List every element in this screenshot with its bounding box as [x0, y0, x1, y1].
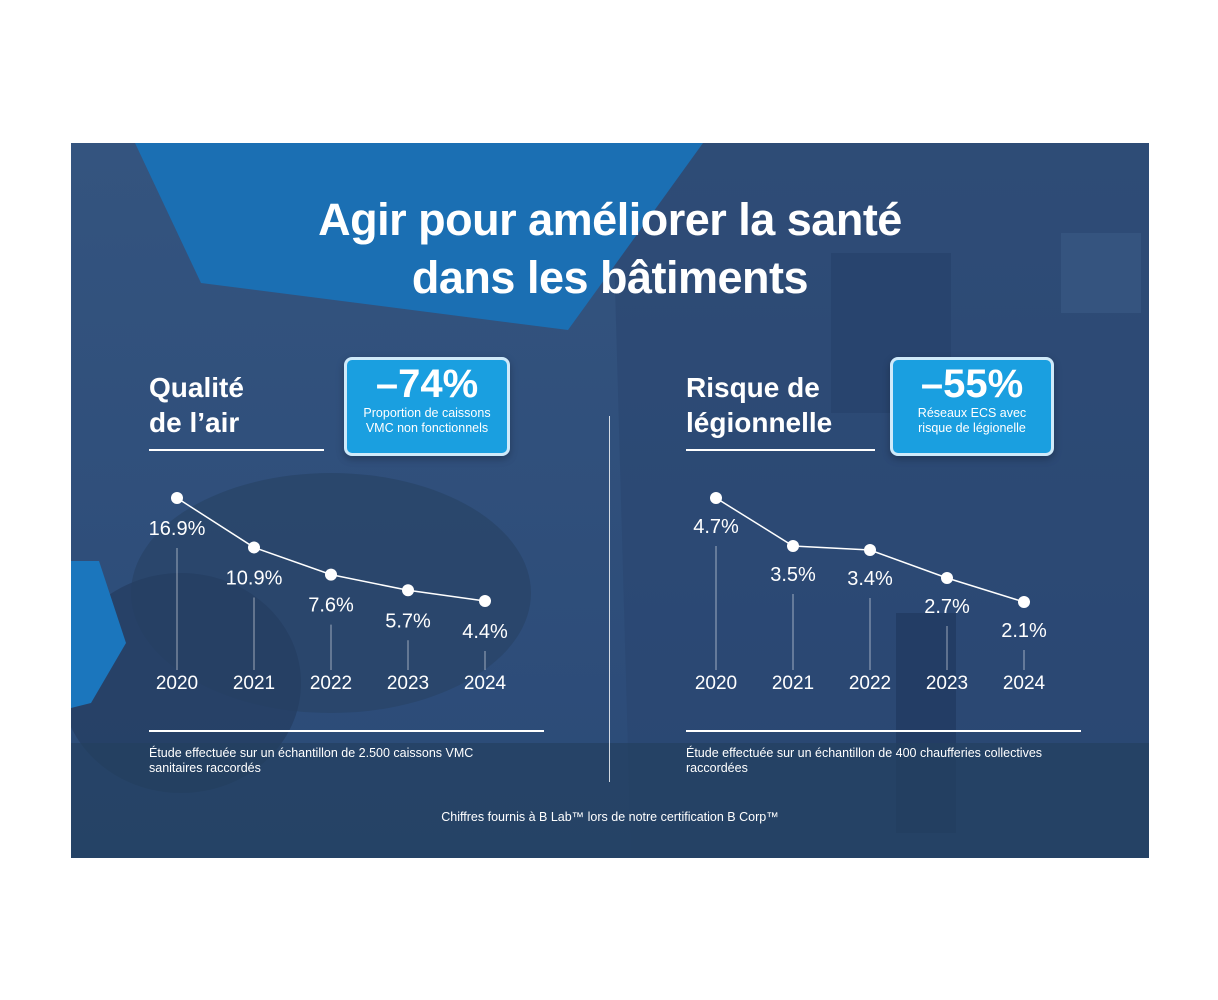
- page-title-line1: Agir pour améliorer la santé: [318, 194, 902, 245]
- legionella-study-note: Étude effectuée sur un échantillon de 40…: [686, 746, 1042, 776]
- data-label-2020: 16.9%: [149, 518, 206, 540]
- footer-note: Chiffres fournis à B Lab™ lors de notre …: [441, 810, 779, 824]
- legionella-badge-desc-line1: Réseaux ECS avec: [917, 406, 1027, 420]
- air-section-title-line1: Qualité: [149, 372, 244, 403]
- legionella-badge: –55% Réseaux ECS avec risque de légionel…: [890, 357, 1054, 456]
- data-point-2023: [941, 572, 953, 584]
- data-label-2024: 2.1%: [1001, 620, 1047, 642]
- legionella-badge-value: –55%: [920, 362, 1024, 406]
- x-tick-label-2021: 2021: [233, 673, 275, 694]
- legionella-section-title-line1: Risque de: [686, 372, 820, 403]
- data-point-2020: [171, 492, 183, 504]
- charts-layer: 16.9% 2020 10.9% 2021 7.6% 2022 5.7% 2023 4.4% 20…: [149, 492, 1047, 694]
- air-note-divider: [149, 730, 544, 732]
- data-label-2021: 10.9%: [226, 567, 283, 589]
- legionella-study-note-line1: Étude effectuée sur un échantillon de 40…: [686, 746, 1043, 760]
- legionella-note-divider: [686, 730, 1081, 732]
- x-tick-label-2022: 2022: [310, 673, 352, 694]
- data-point-2021: [787, 540, 799, 552]
- legionella-chart: 4.7% 2020 3.5% 2021 3.4% 2022 2.7% 2023 2.1% 2024: [693, 492, 1047, 694]
- data-point-2021: [248, 541, 260, 554]
- legionella-section-title-line2: légionnelle: [686, 407, 833, 438]
- data-point-2022: [864, 544, 876, 556]
- data-point-2024: [479, 595, 491, 607]
- infographic-card: Agir pour améliorer la santé dans les bâ…: [71, 143, 1149, 858]
- x-tick-label-2021: 2021: [772, 673, 814, 694]
- air-badge-value: –74%: [375, 362, 479, 406]
- x-tick-label-2022: 2022: [849, 673, 891, 694]
- x-tick-label-2024: 2024: [464, 673, 507, 694]
- background-photo: [71, 143, 1149, 858]
- series-line: [176, 497, 486, 602]
- data-label-2022: 3.4%: [847, 568, 893, 590]
- data-point-2023: [402, 584, 414, 597]
- air-section-title-line2: de l’air: [149, 407, 240, 438]
- blue-accent-shape: [71, 561, 126, 708]
- air-quality-chart: 16.9% 2020 10.9% 2021 7.6% 2022 5.7% 2023 4.4% 20…: [149, 492, 508, 694]
- data-point-2024: [1018, 596, 1030, 608]
- data-label-2021: 3.5%: [770, 564, 816, 586]
- air-badge-desc-line1: Proportion de caissons: [363, 406, 491, 420]
- data-label-2023: 2.7%: [924, 596, 970, 618]
- data-label-2022: 7.6%: [308, 595, 354, 617]
- data-label-2024: 4.4%: [462, 621, 508, 643]
- legionella-study-note-line2: raccordées: [686, 761, 748, 775]
- x-tick-label-2020: 2020: [695, 673, 737, 694]
- data-label-2020: 4.7%: [693, 516, 739, 538]
- legionella-title-underline: [686, 449, 875, 451]
- x-tick-label-2023: 2023: [926, 673, 968, 694]
- data-point-2020: [710, 492, 722, 504]
- x-tick-label-2024: 2024: [1003, 673, 1046, 694]
- data-point-2022: [325, 568, 337, 581]
- x-tick-label-2023: 2023: [387, 673, 429, 694]
- air-badge: –74% Proportion de caissons VMC non fonc…: [344, 357, 510, 456]
- x-tick-label-2020: 2020: [156, 673, 198, 694]
- center-divider: [609, 416, 610, 782]
- air-study-note: Étude effectuée sur un échantillon de 2.…: [149, 746, 473, 776]
- page-title-line2: dans les bâtiments: [411, 252, 809, 303]
- legionella-badge-desc-line2: risque de légionelle: [918, 421, 1026, 435]
- air-study-note-line2: sanitaires raccordés: [149, 761, 261, 775]
- blue-banner-shape: [135, 143, 703, 330]
- air-badge-desc-line2: VMC non fonctionnels: [365, 421, 489, 435]
- air-title-underline: [149, 449, 324, 451]
- data-label-2023: 5.7%: [385, 610, 431, 632]
- air-study-note-line1: Étude effectuée sur un échantillon de 2.…: [149, 746, 474, 760]
